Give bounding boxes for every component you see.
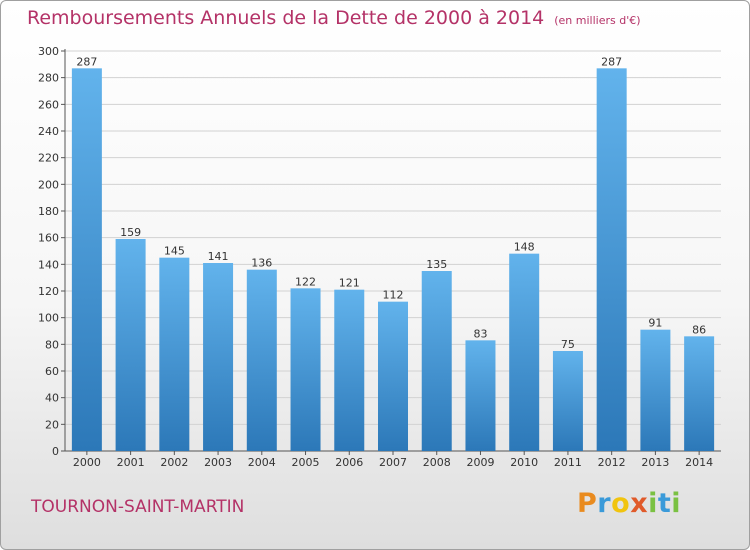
x-tick-label: 2011 bbox=[554, 456, 582, 469]
bar-2014 bbox=[684, 336, 715, 451]
y-tick-label: 20 bbox=[45, 418, 59, 431]
bar-2010 bbox=[509, 253, 540, 451]
bar-2012 bbox=[596, 68, 627, 451]
y-tick-label: 200 bbox=[38, 178, 59, 191]
x-tick-label: 2004 bbox=[248, 456, 276, 469]
value-label: 91 bbox=[648, 317, 662, 330]
x-tick-label: 2010 bbox=[510, 456, 538, 469]
bar-2005 bbox=[290, 288, 321, 451]
value-label: 75 bbox=[561, 338, 575, 351]
value-label: 141 bbox=[208, 250, 229, 263]
value-label: 135 bbox=[426, 258, 447, 271]
y-tick-label: 280 bbox=[38, 72, 59, 85]
title-text: Remboursements Annuels de la Dette de 20… bbox=[27, 7, 545, 29]
value-label: 136 bbox=[251, 257, 272, 270]
x-tick-label: 2006 bbox=[335, 456, 363, 469]
y-tick-label: 60 bbox=[45, 365, 59, 378]
value-labels: 287 159 145 141 136 122 121 112 135 83 148 75 287 91 8… bbox=[76, 55, 706, 351]
bar-2006 bbox=[334, 289, 365, 451]
value-label: 112 bbox=[383, 289, 404, 302]
y-tick-label: 260 bbox=[38, 98, 59, 111]
bar-2007 bbox=[378, 301, 408, 451]
proxiti-logo[interactable]: Proxiti bbox=[577, 488, 682, 519]
x-tick-label: 2005 bbox=[292, 456, 320, 469]
bars bbox=[71, 68, 715, 451]
value-label: 122 bbox=[295, 275, 316, 288]
value-label: 121 bbox=[339, 277, 360, 290]
y-tick-label: 300 bbox=[38, 45, 59, 58]
value-label: 83 bbox=[473, 327, 487, 340]
value-label: 287 bbox=[601, 55, 622, 68]
value-label: 148 bbox=[514, 241, 535, 254]
x-tick-label: 2000 bbox=[73, 456, 101, 469]
x-tick-label: 2014 bbox=[685, 456, 713, 469]
y-tick-label: 80 bbox=[45, 338, 59, 351]
title-unit: (en milliers d'€) bbox=[554, 14, 641, 27]
y-tick-label: 220 bbox=[38, 152, 59, 165]
y-tick-label: 120 bbox=[38, 285, 59, 298]
bar-2004 bbox=[246, 269, 277, 451]
y-tick-labels: 0 20 40 60 80 100 120 140 160 180 200 220 240 260 280 3… bbox=[38, 45, 59, 458]
y-tick-label: 140 bbox=[38, 258, 59, 271]
x-tick-label: 2003 bbox=[204, 456, 232, 469]
bar-2008 bbox=[421, 271, 452, 451]
location-label: TOURNON-SAINT-MARTIN bbox=[31, 497, 245, 517]
x-tick-label: 2008 bbox=[423, 456, 451, 469]
bar-2000 bbox=[71, 68, 102, 451]
x-tick-label: 2012 bbox=[598, 456, 626, 469]
bar-2003 bbox=[203, 263, 234, 451]
chart-title: Remboursements Annuels de la Dette de 20… bbox=[27, 7, 641, 29]
y-tick-label: 240 bbox=[38, 125, 59, 138]
y-tick-label: 160 bbox=[38, 232, 59, 245]
bar-2009 bbox=[465, 340, 496, 451]
value-label: 287 bbox=[76, 55, 97, 68]
x-tick-label: 2002 bbox=[160, 456, 188, 469]
x-tick-label: 2013 bbox=[641, 456, 669, 469]
bar-2011 bbox=[552, 351, 583, 451]
bar-2001 bbox=[115, 239, 146, 451]
x-tick-label: 2001 bbox=[117, 456, 145, 469]
bar-2002 bbox=[159, 257, 190, 451]
value-label: 86 bbox=[692, 323, 706, 336]
y-tick-label: 100 bbox=[38, 312, 59, 325]
bar-2013 bbox=[640, 329, 671, 451]
y-tick-label: 0 bbox=[52, 445, 59, 458]
x-tick-label: 2009 bbox=[466, 456, 494, 469]
value-label: 145 bbox=[164, 245, 185, 258]
x-tick-labels: 2000 2001 2002 2003 2004 2005 2006 2007 2008 2009… bbox=[73, 456, 713, 469]
y-tick-label: 40 bbox=[45, 392, 59, 405]
y-tick-label: 180 bbox=[38, 205, 59, 218]
x-tick-label: 2007 bbox=[379, 456, 407, 469]
value-label: 159 bbox=[120, 226, 141, 239]
